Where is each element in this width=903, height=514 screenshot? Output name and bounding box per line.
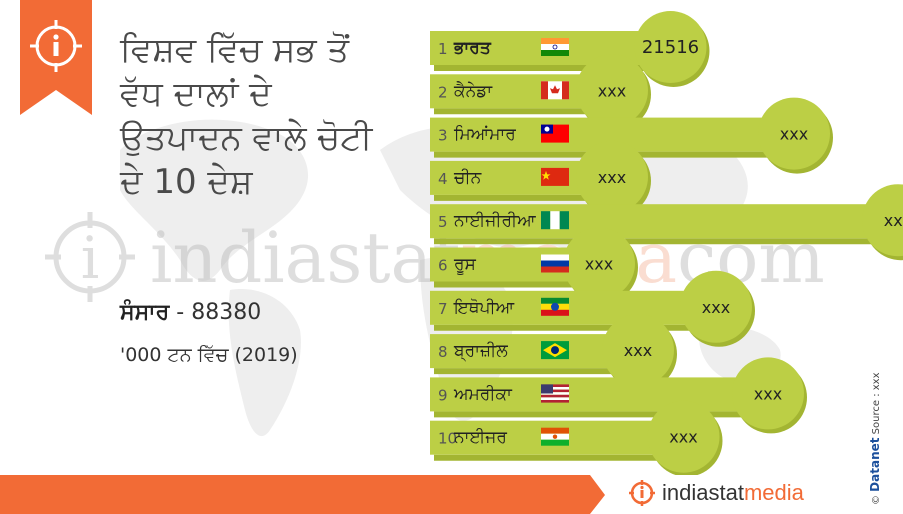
indiastat-logo-icon [629,480,655,506]
world-separator: - [176,300,185,325]
value-circle [680,270,752,343]
bar-row: 10ਨਾਈਜਰ xxx [430,400,723,475]
value-label: xxx [624,341,652,360]
bar-row: 3 ਮਿਆਂਮਾਰ xxx [430,97,833,174]
datanet-name: Datanet [868,437,882,492]
footer-band [0,475,605,514]
flag-myanmar-icon [541,124,569,143]
source-credit: © Datanet Source : xxx [868,372,882,505]
flag-india-icon [541,38,569,56]
country-label: ਕੈਨੇਡਾ [453,81,493,101]
rank-label: 6 [438,257,448,275]
unit-note: '000 ਟਨ ਵਿੱਚ (2019) [120,344,298,366]
flag-russia-icon [541,254,569,273]
bar-row: 1 ਭਾਰਤ 21516 [430,11,710,87]
value-label: xxx [669,428,697,447]
bar-row: 5 ਨਾਈਜੀਰੀਆ xxx [430,184,903,261]
rank-label: 5 [438,213,448,231]
country-label: ਬ੍ਰਾਜ਼ੀਲ [453,341,508,362]
rank-label: 2 [438,83,448,101]
value-circle [647,400,720,473]
value-circle [563,227,635,300]
country-label: ਮਿਆਂਮਾਰ [453,125,516,145]
value-label: xxx [585,255,613,274]
value-circle [758,97,830,170]
bar-row: 6 ਰੂਸ xxx [430,227,638,304]
value-circle [634,11,707,83]
brand-logo: indiastatmedia [628,479,804,507]
value-circle [862,184,903,257]
source-text: Source : xxx [871,372,882,435]
rank-label: 7 [438,300,448,318]
info-badge [20,0,92,115]
flag-canada-icon [541,81,569,100]
bar-row: 2 ਕੈਨੇਡਾ xxx [430,54,651,131]
flag-brazil-icon [541,341,569,360]
value-label: xxx [598,81,626,100]
svg-text:i: i [81,224,100,292]
world-value: 88380 [191,300,262,325]
info-icon [30,20,82,72]
value-label: xxx [598,168,626,187]
rank-label: 1 [438,40,448,58]
world-label: ਸੰਸਾਰ [120,300,170,325]
flag-niger-icon [541,427,569,446]
rank-label: 3 [438,127,448,145]
bar [430,204,903,239]
bar-row: 8 ਬ੍ਰਾਜ਼ੀਲ xxx [430,314,677,391]
bar-shadow [434,454,710,461]
value-label: xxx [702,298,730,317]
flag-usa-icon [541,384,569,403]
page-title: ਵਿਸ਼ਵ ਵਿੱਚ ਸਭ ਤੋਂ ਵੱਧ ਦਾਲਾਂ ਦੇ ਉਤਪਾਦਨ ਵਾ… [120,30,373,202]
flag-nigeria-icon [541,211,569,230]
value-circle [602,314,674,387]
flag-ethiopia-icon [541,297,569,316]
rank-label: 4 [438,170,448,188]
country-label: ਇਥੋਪੀਆ [453,298,515,318]
watermark-logo-icon [53,220,127,294]
rank-label: 9 [438,386,448,404]
brand-text-2: media [743,480,804,505]
value-label: 21516 [642,37,699,58]
country-label: ਭਾਰਤ [453,38,492,58]
bar-shadow [434,368,664,375]
value-circle [732,357,804,430]
brand-text-1: indiastat [662,480,744,505]
country-label: ਨਾਈਜੀਰੀਆ [453,211,536,231]
country-label: ਰੂਸ [453,255,477,275]
country-label: ਅਮਰੀਕਾ [453,384,513,404]
watermark-text-1: indiastat [150,217,460,299]
country-label: ਚੀਨ [453,168,482,188]
value-label: xxx [884,211,903,230]
flag-china-icon [541,167,569,186]
copyright-symbol: © [871,495,882,505]
bar-row: 4 ਚੀਨ xxx [430,140,651,217]
world-total: ਸੰਸਾਰ - 88380 [120,300,261,325]
value-label: xxx [754,384,782,403]
value-label: xxx [780,125,808,144]
rank-label: 10 [438,430,457,448]
value-circle [576,140,648,213]
bar-shadow [434,238,903,245]
rank-label: 8 [438,343,448,361]
value-circle [576,54,648,127]
country-label: ਨਾਈਜਰ [453,428,507,448]
